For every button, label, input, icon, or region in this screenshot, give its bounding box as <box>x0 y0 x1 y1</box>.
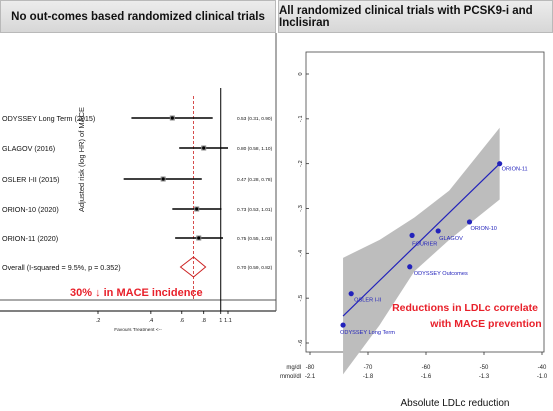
forest-x-tick-label: .8 <box>201 318 206 324</box>
forest-plot: ODYSSEY Long Term (2015) 0.53 (0.31, 0.90… <box>0 33 277 333</box>
confidence-band <box>343 127 500 375</box>
scatter-y-tick-label: -.2 <box>298 160 304 167</box>
study-label: GLAGOV (2016) <box>2 144 55 153</box>
right-panel-header: All randomized clinical trials with PCSK… <box>278 0 553 33</box>
data-point-label: ORION-10 <box>471 226 497 232</box>
forest-x-tick-label: .2 <box>96 318 101 324</box>
scatter-x-tick-label: -50 <box>480 365 489 371</box>
scatter-y-tick-label: 0 <box>298 72 304 75</box>
scatter-y-tick-label: -.5 <box>298 295 304 302</box>
scatter-x-tick-label: -80 <box>306 365 315 371</box>
study-label: OSLER I-II (2015) <box>2 175 60 184</box>
right-callout-line1: Reductions in LDLc correlate <box>392 302 538 314</box>
forest-x-tick-label: .6 <box>179 318 184 324</box>
x-unit-mmol: mmol/dl <box>280 374 301 380</box>
data-point-label: FOURIER <box>412 241 437 247</box>
study-label: ODYSSEY Long Term (2015) <box>2 114 95 123</box>
scatter-x-tick-mmol-label: -2.1 <box>305 374 316 380</box>
study-ci-text: 0.53 (0.31, 0.90) <box>237 116 273 122</box>
scatter-x-tick-label: -60 <box>422 365 431 371</box>
study-point <box>195 207 199 211</box>
forest-x-tick-label: 1.1 <box>224 318 232 324</box>
scatter-xlabel: Absolute LDLc reduction <box>401 398 510 409</box>
left-callout: 30% ↓ in MACE incidence <box>70 287 203 299</box>
scatter-y-tick-label: -.1 <box>298 115 304 122</box>
study-point <box>170 116 174 120</box>
data-point <box>340 322 346 328</box>
scatter-x-tick-mmol-label: -1.3 <box>479 374 490 380</box>
right-callout-line2: with MACE prevention <box>429 318 541 330</box>
x-unit-mg: mg/dl <box>286 365 301 371</box>
study-label: ORION-11 (2020) <box>2 234 58 243</box>
data-point-label: ODYSSEY Outcomes <box>414 271 468 277</box>
data-point <box>466 219 473 225</box>
data-point <box>409 232 415 238</box>
study-ci-text: 0.75 (0.55, 1.03) <box>237 236 273 242</box>
scatter-x-tick-mmol-label: -1.8 <box>363 374 374 380</box>
scatter-x-tick-mmol-label: -1.0 <box>537 374 548 380</box>
scatter-y-tick-label: -.6 <box>298 340 304 347</box>
study-ci-text: 0.80 (0.58, 1.10) <box>237 146 273 152</box>
data-point-label: ORION-11 <box>502 167 528 173</box>
data-point <box>497 161 503 167</box>
forest-x-tick-label: .4 <box>149 318 154 324</box>
regression-line <box>342 163 501 317</box>
data-point-label: GLAGOV <box>439 236 463 242</box>
data-point <box>407 264 413 270</box>
study-point <box>202 146 206 150</box>
favours-label: Favours Treatment <-- <box>114 327 162 333</box>
forest-x-tick-label: 1 <box>219 318 222 324</box>
overall-label: Overall (I-squared = 9.5%, p = 0.352) <box>2 263 121 272</box>
data-point <box>435 228 441 234</box>
scatter-x-tick-label: -70 <box>364 365 373 371</box>
overall-diamond <box>179 256 207 278</box>
scatter-frame <box>305 51 545 353</box>
data-point-label: ODYSSEY Long Term <box>340 330 395 336</box>
left-panel-header: No out-comes based randomized clinical t… <box>0 0 276 33</box>
scatter-x-tick-label: -40 <box>538 365 547 371</box>
data-point <box>348 291 354 297</box>
scatter-ylabel: Adjusted risk (log HR) of MACE <box>77 107 86 212</box>
scatter-y-tick-label: -.3 <box>298 205 304 212</box>
study-ci-text: 0.47 (0.28, 0.78) <box>237 177 273 183</box>
scatter-x-tick-mmol-label: -1.6 <box>421 374 432 380</box>
scatter-y-tick-label: -.4 <box>298 249 304 257</box>
study-label: ORION-10 (2020) <box>2 205 59 214</box>
overall-ci-text: 0.70 (0.59, 0.82) <box>237 265 273 271</box>
scatter-plot: 0 -.1 -.2 -.3 -.4 -.5 -.6 -80 -2.1 -70 -1.8 -60 -1.6… <box>77 51 548 409</box>
study-ci-text: 0.73 (0.53, 1.01) <box>237 207 273 213</box>
study-point <box>197 236 201 240</box>
data-point-label: OSLER I-II <box>354 298 381 304</box>
study-point <box>161 177 165 181</box>
